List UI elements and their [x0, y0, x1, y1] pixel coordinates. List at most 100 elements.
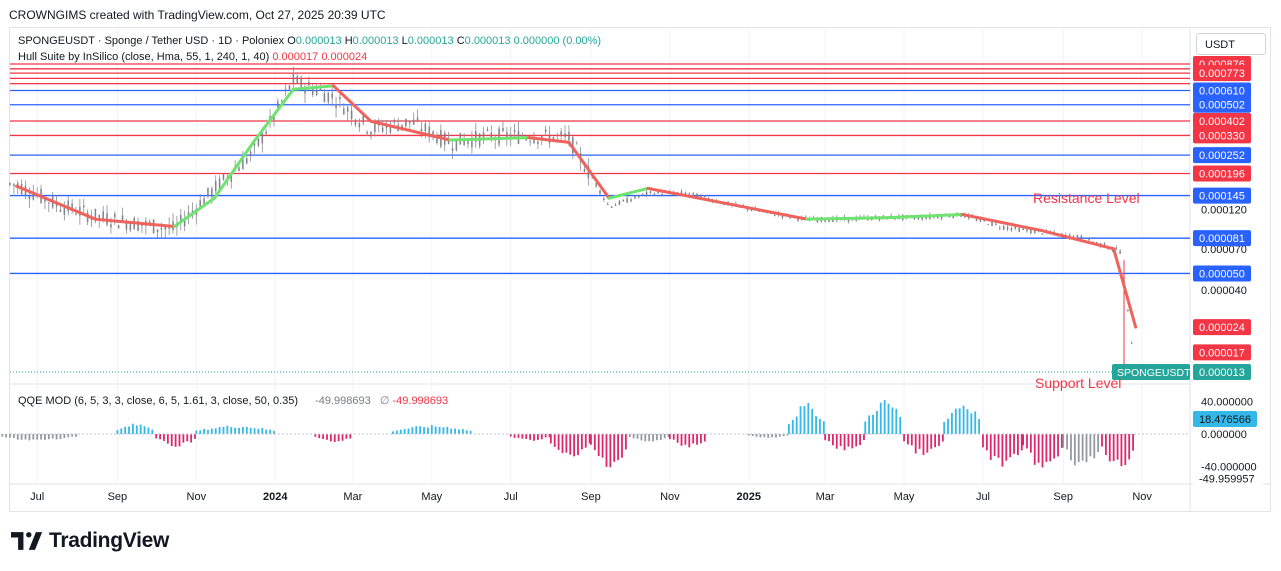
qqe-bar-85 [438, 426, 441, 434]
qqe-bar-214 [997, 434, 1000, 458]
tradingview-logo[interactable]: TradingView [11, 529, 169, 553]
qqe-bar-248 [1124, 434, 1127, 466]
qqe-bar-2 [5, 434, 8, 438]
qqe-bar-190 [907, 434, 909, 445]
y-tick-label-0: 0.000120 [1201, 204, 1247, 216]
qqe-bar-179 [864, 421, 867, 434]
qqe-bar-28 [143, 426, 146, 434]
price-badge-2[interactable] [1193, 364, 1251, 380]
qqe-bar-177 [859, 434, 861, 446]
qqe-bar-195 [926, 434, 929, 453]
qqe-bar-74 [395, 430, 398, 434]
qqe-bar-153 [771, 434, 773, 438]
qqe-bar-65 [322, 434, 325, 440]
qqe-bar-69 [337, 434, 340, 442]
qqe-bar-144 [696, 434, 698, 445]
qqe-bar-10 [36, 434, 39, 440]
qqe-bar-81 [423, 427, 425, 434]
qqe-bar-100 [533, 434, 535, 441]
qqe-bar-155 [778, 434, 781, 437]
qqe-bar-172 [839, 434, 842, 447]
qqe-bar-224 [1033, 434, 1036, 465]
qqe-bar-150 [759, 434, 762, 438]
hull-legend[interactable]: Hull Suite by InSilico (close, Hma, 55, … [18, 51, 367, 63]
hull-segment-4 [212, 140, 255, 200]
qqe-bar-163 [807, 402, 810, 434]
level-badge-8[interactable] [1193, 127, 1251, 144]
qqe-bar-101 [536, 434, 539, 440]
price-badge-1[interactable] [1193, 344, 1251, 361]
qqe-bar-5 [16, 434, 19, 440]
qqe-bar-173 [843, 434, 846, 451]
hull-segment-6 [291, 84, 335, 91]
hull-segment-16 [881, 212, 964, 220]
level-badge-10[interactable] [1193, 165, 1251, 182]
qqe-bar-38 [182, 434, 185, 443]
level-badge-7[interactable] [1193, 112, 1251, 129]
qqe-bar-208 [974, 411, 977, 434]
qqe-bar-37 [178, 434, 181, 447]
level-badge-1[interactable] [1193, 65, 1251, 82]
qqe-bar-59 [261, 427, 264, 434]
qqe-bar-42 [195, 430, 198, 434]
qqe-legend[interactable]: QQE MOD (6, 5, 3, 3, close, 6, 5, 1.61, … [18, 394, 448, 407]
qqe-bar-113 [580, 434, 583, 450]
level-badge-11[interactable] [1193, 187, 1251, 204]
hull-segment-9 [448, 136, 531, 142]
hull-segment-10 [527, 136, 571, 144]
x-tick-label-12: Jul [976, 491, 990, 503]
price-badge-0[interactable] [1193, 319, 1251, 336]
qqe-bar-237 [1081, 434, 1084, 461]
qqe-bar-99 [529, 434, 532, 440]
level-badge-9[interactable] [1193, 147, 1251, 164]
qqe-bar-182 [875, 411, 878, 434]
qqe-bar-117 [593, 434, 596, 451]
qqe-bar-115 [588, 434, 591, 444]
chart-caption: CROWNGIMS created with TradingView.com, … [9, 8, 386, 22]
qqe-bar-152 [767, 434, 770, 438]
resistance-label: Resistance Level [1033, 190, 1140, 206]
qqe-bar-4 [12, 434, 15, 438]
level-badge-6[interactable] [1193, 96, 1251, 113]
qqe-bar-32 [159, 434, 161, 440]
qqe-bar-162 [803, 406, 806, 434]
qqe-bar-211 [985, 434, 988, 451]
qqe-bar-134 [659, 434, 662, 440]
currency-selector[interactable]: USDT [1196, 33, 1266, 55]
qqe-bar-89 [454, 428, 456, 434]
qqe-bar-20 [75, 434, 77, 437]
qqe-bar-30 [151, 429, 154, 434]
qqe-bar-31 [155, 434, 158, 439]
qqe-bar-143 [692, 434, 695, 444]
symbol-badge[interactable] [1112, 364, 1190, 380]
x-tick-label-13: Sep [1053, 491, 1073, 503]
qqe-badge-b[interactable] [1193, 470, 1263, 487]
x-tick-label-1: Sep [108, 491, 128, 503]
qqe-bar-107 [557, 434, 560, 450]
qqe-bar-183 [879, 402, 882, 434]
qqe-bar-75 [399, 429, 402, 434]
level-badge-label-1: 0.000773 [1199, 68, 1245, 80]
qqe-badge-a[interactable] [1193, 410, 1257, 427]
qqe-bar-188 [899, 416, 902, 434]
qqe-bar-21 [116, 430, 119, 434]
qqe-bar-106 [553, 434, 556, 447]
x-tick-label-10: Mar [816, 491, 835, 503]
level-badge-label-5: 0.000610 [1199, 85, 1245, 97]
qqe-bar-139 [676, 434, 679, 443]
qqe-bar-49 [222, 426, 225, 434]
level-badge-5[interactable] [1193, 82, 1251, 99]
qqe-bar-178 [863, 434, 865, 441]
qqe-bar-243 [1104, 434, 1107, 455]
qqe-bar-141 [684, 434, 687, 445]
symbol-legend[interactable]: SPONGEUSDT · Sponge / Tether USD · 1D · … [18, 35, 601, 47]
level-badge-12[interactable] [1193, 230, 1251, 247]
qqe-bar-164 [811, 408, 814, 434]
qqe-bar-166 [819, 418, 821, 434]
tradingview-brand: TradingView [49, 529, 170, 552]
qqe-bar-9 [32, 434, 35, 440]
level-badge-13[interactable] [1193, 265, 1251, 282]
qqe-bar-58 [257, 428, 260, 434]
qqe-bar-136 [667, 434, 670, 438]
